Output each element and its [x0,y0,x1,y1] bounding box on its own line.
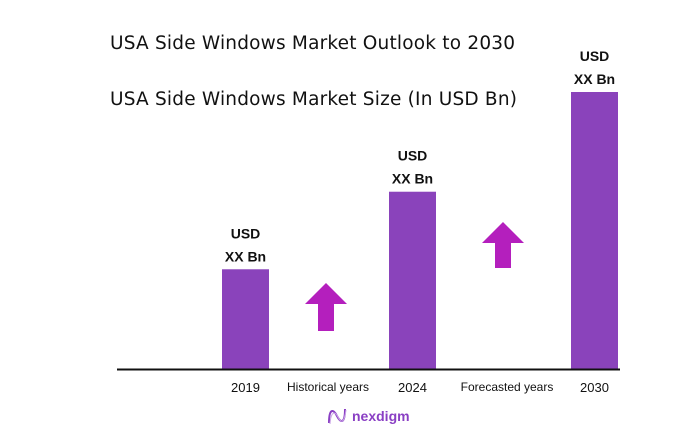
bar-2030 [571,92,618,369]
x-tick-label-2019: 2019 [231,380,260,395]
data-label-value: XX Bn [225,248,266,264]
chart-subtitle: USA Side Windows Market Size (In USD Bn) [110,89,518,110]
up-arrow-icon [305,283,347,331]
nexdigm-logo-icon [328,408,347,425]
data-label-value: XX Bn [574,71,615,87]
x-tick-label-2030: 2030 [580,380,609,395]
period-label: Forecasted years [461,380,554,394]
period-label: Historical years [287,380,369,394]
bar-2024 [389,191,436,369]
data-label-value: XX Bn [392,171,433,187]
x-tick-label-2024: 2024 [398,380,427,395]
bar-2019 [222,269,269,369]
data-label-unit: USD [398,148,428,164]
up-arrow-icon [482,222,524,268]
logo-text: nexdigm [352,408,410,424]
data-label-unit: USD [580,48,610,64]
data-label-unit: USD [231,225,261,241]
chart-title: USA Side Windows Market Outlook to 2030 [110,33,516,54]
nexdigm-logo: nexdigm [326,405,410,427]
